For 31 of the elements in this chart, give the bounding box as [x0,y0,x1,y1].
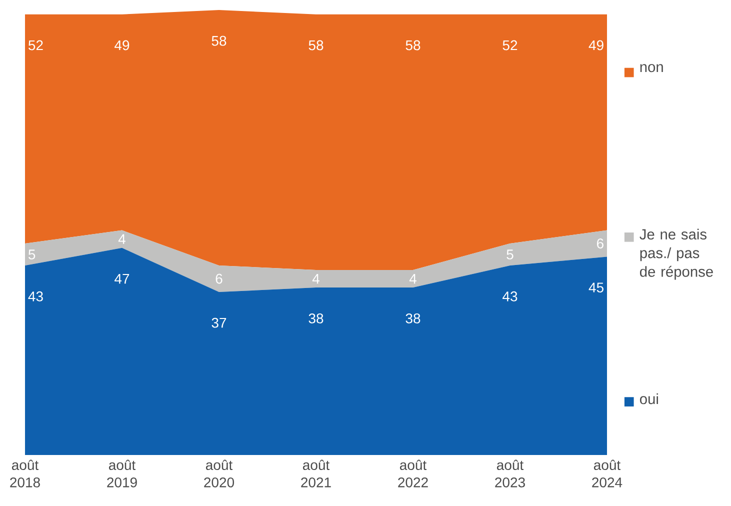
data-label: 43 [28,291,43,302]
data-label: 58 [406,40,420,50]
data-label: 38 [406,313,420,324]
data-label: 58 [308,40,324,50]
legend-label: Je ne sais pas./ pas de réponse [640,228,713,280]
data-label: 6 [216,274,222,284]
x-tick-label: août 2022 [398,460,428,488]
data-label: 52 [28,40,43,50]
x-tick-label: août 2024 [592,460,622,488]
x-tick-label: août 2021 [301,460,331,488]
x-tick-label: août 2019 [107,460,137,488]
legend-label: oui [640,393,658,404]
data-label: 5 [506,250,514,260]
data-label: 49 [114,40,130,50]
data-label: 37 [212,318,226,328]
data-label: 58 [212,36,226,46]
x-tick-label: août 2020 [204,460,234,488]
data-label: 45 [588,282,604,292]
x-tick-label: août 2023 [495,460,525,488]
data-label: 4 [118,234,126,244]
x-tick-label: août 2018 [10,460,40,488]
data-label: 52 [502,40,518,50]
data-label: 47 [114,274,130,284]
data-label: 49 [588,40,604,50]
data-label: 4 [312,274,320,284]
data-label: 43 [502,291,518,302]
data-label: 6 [596,238,604,248]
data-label: 38 [308,313,324,324]
legend-label: non [640,64,663,72]
data-label: 4 [409,274,416,284]
data-label: 5 [28,250,36,260]
